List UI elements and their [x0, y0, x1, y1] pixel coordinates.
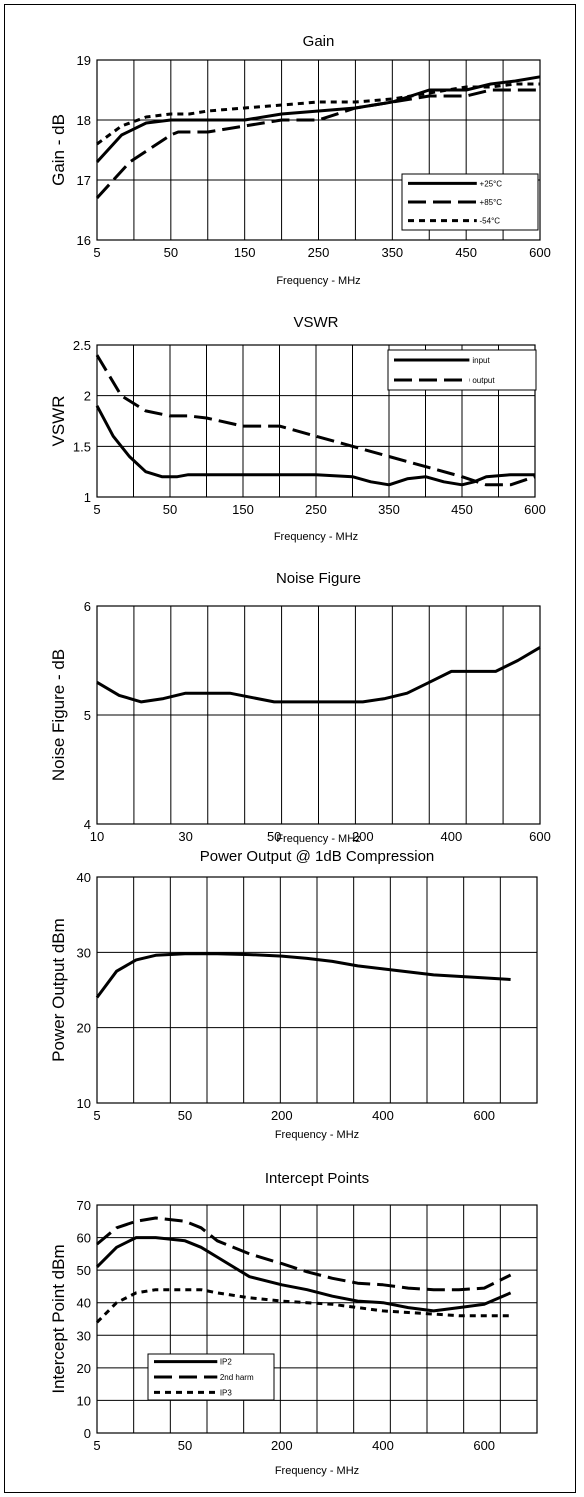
- gain-ytick-label: 19: [77, 53, 91, 68]
- vswr-ytick-label: 2: [84, 389, 91, 404]
- vswr-legend-box: [387, 349, 537, 391]
- noise-figure-xtick-label: 50: [267, 829, 281, 844]
- gain-xtick-label: 50: [164, 245, 178, 260]
- intercept-points-legend-label: 2nd harm: [220, 1373, 254, 1382]
- intercept-points-ytick-label: 10: [77, 1393, 91, 1408]
- vswr-legend-label: output: [472, 376, 495, 385]
- intercept-points-ytick-label: 50: [77, 1263, 91, 1278]
- intercept-points-series-ip2: [95, 1236, 512, 1313]
- gain-chart: 16 17 18 19 5 50 150 250 350 450 600 Gain Frequency …: [49, 33, 551, 287]
- power-output-ytick-label: 20: [77, 1021, 91, 1036]
- power-output-series-line: [95, 952, 511, 999]
- power-output-xtick-label: 400: [372, 1108, 394, 1123]
- intercept-points-ytick-label: 30: [77, 1328, 91, 1343]
- intercept-points-xlabel: Frequency - MHz: [275, 1465, 359, 1477]
- noise-figure-ytick-label: 5: [84, 708, 91, 723]
- gain-xtick-label: 350: [381, 245, 403, 260]
- noise-figure-xlabel: Frequency - MHz: [276, 833, 360, 845]
- noise-figure-ytick-label: 4: [84, 817, 91, 832]
- intercept-points-ytick-label: 0: [84, 1426, 91, 1441]
- vswr-xtick-label: 450: [451, 502, 473, 517]
- gain-xlabel: Frequency - MHz: [276, 275, 360, 287]
- intercept-points-series-2nd-harm: [96, 1216, 512, 1292]
- intercept-points-series-ip3: [95, 1288, 511, 1324]
- vswr-series-output: [95, 354, 536, 487]
- power-output-ylabel: Power Output dBm: [49, 918, 68, 1062]
- intercept-points-xtick-label: 5: [93, 1438, 100, 1453]
- gain-ytick-label: 16: [77, 233, 91, 248]
- power-output-ytick-label: 10: [77, 1096, 91, 1111]
- intercept-points-ylabel: Intercept Point dBm: [49, 1244, 68, 1393]
- vswr-ylabel: VSWR: [49, 396, 68, 447]
- power-output-ytick-label: 40: [77, 870, 91, 885]
- noise-figure-xtick-label: 30: [178, 829, 192, 844]
- vswr-xtick-label: 5: [93, 502, 100, 517]
- vswr-legend: input output: [387, 349, 537, 391]
- power-output-xtick-label: 600: [473, 1108, 495, 1123]
- vswr-xtick-label: 150: [232, 502, 254, 517]
- intercept-points-legend: IP2 2nd harm IP3: [147, 1353, 275, 1401]
- page-frame: [4, 4, 576, 1493]
- gain-xtick-label: 150: [234, 245, 256, 260]
- noise-figure-xtick-label: 10: [90, 829, 104, 844]
- intercept-points-chart: 0 10 20 30 40 50 60 70 5 50 200 400 600 Intercept Poi…: [49, 1170, 538, 1477]
- noise-figure-title: Noise Figure: [276, 570, 361, 587]
- gain-series--54-c: [96, 82, 540, 146]
- noise-figure-chart: 4 5 6 10 30 50 200 400 600 Noise Figure Frequency …: [49, 570, 551, 845]
- power-output-xtick-label: 5: [93, 1108, 100, 1123]
- power-output-title: Power Output @ 1dB Compression: [200, 848, 435, 865]
- power-output-ytick-label: 30: [77, 945, 91, 960]
- gain-title: Gain: [303, 33, 335, 50]
- noise-figure-ytick-label: 6: [84, 599, 91, 614]
- gain-legend-label: -54°C: [480, 217, 501, 226]
- power-output-xtick-label: 50: [178, 1108, 192, 1123]
- vswr-xtick-label: 600: [524, 502, 546, 517]
- intercept-points-legend-label: IP2: [220, 1358, 233, 1367]
- gain-legend: +25°C +85°C -54°C: [401, 173, 539, 231]
- vswr-xlabel: Frequency - MHz: [274, 531, 358, 543]
- power-output-xlabel: Frequency - MHz: [275, 1129, 359, 1141]
- vswr-chart: 1 1.5 2 2.5 5 50 150 250 350 450 600 VSWR Frequency …: [49, 314, 546, 543]
- vswr-ytick-label: 2.5: [73, 338, 91, 353]
- vswr-xtick-label: 250: [305, 502, 327, 517]
- noise-figure-ylabel: Noise Figure - dB: [49, 649, 68, 781]
- intercept-points-title: Intercept Points: [265, 1170, 369, 1187]
- vswr-series-input: [95, 405, 535, 487]
- noise-figure-xtick-label: 600: [529, 829, 551, 844]
- intercept-points-ytick-label: 20: [77, 1361, 91, 1376]
- intercept-points-xtick-label: 50: [178, 1438, 192, 1453]
- gain-xtick-label: 250: [308, 245, 330, 260]
- gain-series--85-c: [95, 88, 540, 200]
- gain-ytick-label: 17: [77, 173, 91, 188]
- vswr-xtick-label: 50: [163, 502, 177, 517]
- vswr-legend-label: input: [472, 356, 490, 365]
- gain-xtick-label: 450: [455, 245, 477, 260]
- gain-ytick-label: 18: [77, 113, 91, 128]
- intercept-points-ytick-label: 40: [77, 1296, 91, 1311]
- gain-xtick-label: 600: [529, 245, 551, 260]
- gain-legend-label: +85°C: [480, 198, 503, 207]
- intercept-points-ytick-label: 60: [77, 1231, 91, 1246]
- power-output-chart: 10 20 30 40 5 50 200 400 600 Power Output @ 1dB C…: [49, 848, 538, 1141]
- vswr-ytick-label: 1.5: [73, 439, 91, 454]
- gain-ylabel: Gain - dB: [49, 114, 68, 186]
- vswr-title: VSWR: [294, 314, 339, 331]
- intercept-points-xtick-label: 200: [271, 1438, 293, 1453]
- power-output-xtick-label: 200: [271, 1108, 293, 1123]
- gain-legend-label: +25°C: [480, 179, 503, 188]
- intercept-points-ytick-label: 70: [77, 1198, 91, 1213]
- intercept-points-xtick-label: 600: [473, 1438, 495, 1453]
- vswr-ytick-label: 1: [84, 490, 91, 505]
- noise-figure-xtick-label: 400: [441, 829, 463, 844]
- vswr-xtick-label: 350: [378, 502, 400, 517]
- noise-figure-xtick-label: 200: [352, 829, 374, 844]
- intercept-points-xtick-label: 400: [372, 1438, 394, 1453]
- gain-xtick-label: 5: [93, 245, 100, 260]
- noise-figure-series-line: [96, 646, 541, 704]
- intercept-points-legend-label: IP3: [220, 1388, 233, 1397]
